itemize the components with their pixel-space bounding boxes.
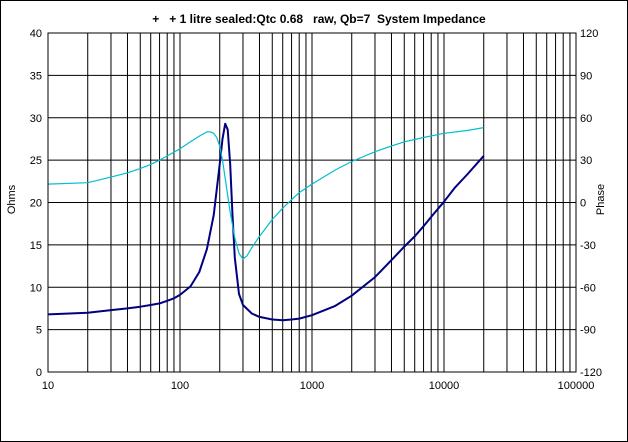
y2-tick-label: 30 — [580, 155, 592, 167]
y-tick-label: 10 — [30, 282, 42, 294]
grid-lines — [47, 32, 576, 373]
x-tick-label: 100000 — [558, 380, 595, 392]
x-tick-label: 1000 — [300, 380, 324, 392]
series-lines — [47, 122, 485, 322]
y-axis-title: Ohms — [6, 184, 18, 214]
impedance-line — [47, 122, 485, 322]
chart-title: + + 1 litre sealed:Qtc 0.68 raw, Qb=7 Sy… — [152, 12, 486, 26]
phase-line — [47, 127, 484, 260]
y-tick-label: 40 — [30, 28, 42, 40]
plot-border — [47, 32, 577, 373]
x-tick-label: 10 — [42, 380, 54, 392]
y-tick-label: 5 — [36, 325, 42, 337]
y2-tick-label: -120 — [580, 367, 602, 379]
y-tick-label: 15 — [30, 240, 42, 252]
y2-axis-title: Phase — [595, 184, 607, 215]
y2-tick-label: -90 — [580, 325, 596, 337]
x-tick-label: 10000 — [429, 380, 460, 392]
tick-labels: 0 5 10 15 20 25 30 35 40 -120 -90 -60 -30 0 30 60 90 120 1… — [30, 28, 602, 392]
y2-tick-label: -30 — [580, 240, 596, 252]
y2-tick-label: 90 — [580, 70, 592, 82]
y2-tick-label: 0 — [580, 198, 586, 210]
y2-tick-label: 120 — [580, 28, 598, 40]
y-tick-label: 35 — [30, 70, 42, 82]
y-tick-label: 20 — [30, 198, 42, 210]
x-tick-label: 100 — [171, 380, 189, 392]
y2-tick-label: 60 — [580, 113, 592, 125]
y-tick-label: 30 — [30, 113, 42, 125]
y-tick-label: 25 — [30, 155, 42, 167]
y-tick-label: 0 — [36, 367, 42, 379]
y2-tick-label: -60 — [580, 282, 596, 294]
